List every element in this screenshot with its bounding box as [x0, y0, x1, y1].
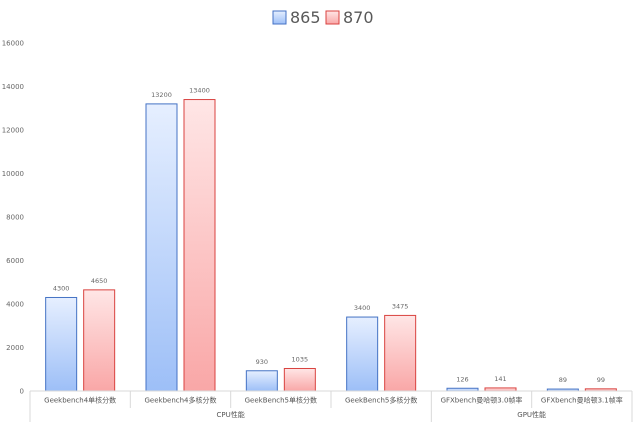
data-label: 4650 — [91, 277, 108, 285]
legend-swatch-865 — [272, 10, 287, 25]
x-category-label: Geekbench4多核分数 — [144, 396, 216, 405]
y-tick-label: 6000 — [6, 257, 24, 265]
x-group-label: CPU性能 — [217, 410, 245, 419]
x-group-label: GPU性能 — [517, 410, 546, 419]
bar-865 — [145, 103, 178, 392]
data-label: 13200 — [151, 91, 172, 99]
data-label: 3475 — [392, 302, 409, 310]
bar-865 — [245, 370, 278, 392]
y-tick-label: 2000 — [6, 344, 24, 352]
bar-870 — [183, 99, 216, 392]
bar-865 — [346, 316, 379, 392]
data-label: 141 — [494, 375, 506, 383]
bar-870 — [283, 367, 316, 392]
legend-label: 870 — [343, 8, 374, 27]
legend: 865 870 — [272, 8, 374, 27]
x-axis: Geekbench4单核分数 Geekbench4多核分数 GeekBench5单核… — [29, 390, 633, 422]
data-label: 89 — [559, 376, 567, 384]
data-label: 1035 — [292, 355, 309, 363]
data-label: 930 — [256, 358, 268, 366]
y-tick-label: 12000 — [2, 127, 24, 135]
data-label: 4300 — [53, 284, 70, 292]
data-label: 126 — [456, 375, 468, 383]
data-label: 13400 — [189, 87, 210, 95]
legend-swatch-870 — [325, 10, 340, 25]
y-tick-label: 8000 — [6, 214, 24, 222]
bar-865 — [45, 296, 78, 392]
y-tick-label: 10000 — [2, 170, 24, 178]
y-tick-label: 4000 — [6, 301, 24, 309]
x-category-label: Geekbench4单核分数 — [44, 396, 116, 405]
x-category-label: GFXbench曼哈顿3.1帧率 — [541, 396, 623, 405]
y-axis: 0 2000 4000 6000 8000 10000 12000 14000 16000 — [2, 40, 24, 396]
data-label: 3400 — [354, 304, 371, 312]
legend-label: 865 — [290, 8, 321, 27]
x-category-label: GFXbench曼哈顿3.0帧率 — [441, 396, 523, 405]
data-label: 99 — [597, 376, 605, 384]
x-category-label: GeekBench5单核分数 — [245, 396, 317, 405]
y-tick-label: 14000 — [2, 83, 24, 91]
bar-870 — [384, 314, 417, 392]
x-category-label: GeekBench5多核分数 — [345, 396, 417, 405]
bar-870 — [83, 289, 116, 392]
y-tick-label: 16000 — [2, 40, 24, 48]
y-tick-label: 0 — [20, 388, 24, 396]
bars: 4300 13200 930 3400 126 89 4650 13400 1035 3475 14… — [45, 87, 617, 392]
